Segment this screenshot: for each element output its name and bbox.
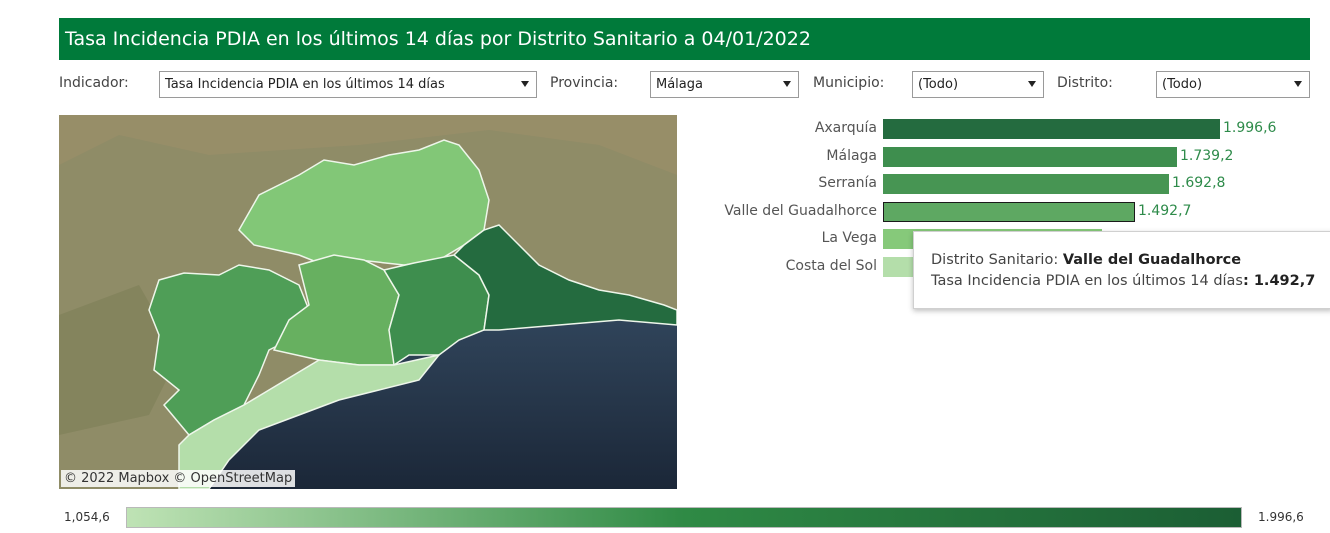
bar-value-label: 1.996,6 xyxy=(1223,120,1277,136)
region-axarquia[interactable] xyxy=(452,224,677,331)
indicador-label: Indicador: xyxy=(59,75,129,91)
legend-max: 1.996,6 xyxy=(1258,510,1304,524)
municipio-value: (Todo) xyxy=(918,77,959,92)
bar-label[interactable]: Axarquía xyxy=(814,120,877,136)
bar-label[interactable]: Serranía xyxy=(818,175,877,191)
bar-label[interactable]: La Vega xyxy=(821,230,877,246)
page-title: Tasa Incidencia PDIA en los últimos 14 d… xyxy=(59,18,1310,60)
region-costa-del-sol[interactable] xyxy=(178,353,441,489)
tooltip-line-rate: Tasa Incidencia PDIA en los últimos 14 d… xyxy=(931,271,1330,292)
map-sea xyxy=(189,320,677,489)
map-attribution[interactable]: © 2022 Mapbox © OpenStreetMap xyxy=(61,470,296,487)
chevron-down-icon xyxy=(783,81,791,87)
indicador-select[interactable]: Tasa Incidencia PDIA en los últimos 14 d… xyxy=(159,71,537,98)
bar[interactable] xyxy=(883,174,1169,194)
bar-value-label: 1.739,2 xyxy=(1180,147,1234,164)
bar[interactable] xyxy=(883,119,1220,139)
chevron-down-icon xyxy=(1028,81,1036,87)
legend-min: 1,054,6 xyxy=(64,510,110,524)
tooltip-line-district: Distrito Sanitario: Valle del Guadalhorc… xyxy=(931,250,1330,271)
tooltip-district-value: Valle del Guadalhorce xyxy=(1062,252,1242,268)
bar-label[interactable]: Costa del Sol xyxy=(785,257,877,274)
tooltip: Distrito Sanitario: Valle del Guadalhorc… xyxy=(913,231,1330,309)
region-serrania[interactable] xyxy=(148,264,310,436)
bar-label[interactable]: Valle del Guadalhorce xyxy=(724,202,877,219)
municipio-select[interactable]: (Todo) xyxy=(912,71,1044,98)
bar[interactable] xyxy=(883,201,1135,222)
provincia-select[interactable]: Málaga xyxy=(650,71,799,98)
provincia-value: Málaga xyxy=(656,77,703,92)
bar-label[interactable]: Málaga xyxy=(826,147,877,164)
bar-value-label: 1.492,7 xyxy=(1138,202,1192,219)
chevron-down-icon xyxy=(1294,81,1302,87)
chevron-down-icon xyxy=(521,81,529,87)
tooltip-rate-label: Tasa Incidencia PDIA en los últimos 14 d… xyxy=(931,273,1243,289)
provincia-label: Provincia: xyxy=(550,75,619,91)
bar-value-label: 1.692,8 xyxy=(1172,175,1226,191)
map-svg xyxy=(59,115,677,489)
distrito-value: (Todo) xyxy=(1162,77,1203,92)
tooltip-rate-value: : 1.492,7 xyxy=(1243,273,1316,289)
map-area[interactable]: © 2022 Mapbox © OpenStreetMap xyxy=(59,115,677,489)
color-legend-bar xyxy=(126,507,1242,528)
municipio-label: Municipio: xyxy=(813,75,885,91)
distrito-select[interactable]: (Todo) xyxy=(1156,71,1310,98)
indicador-value: Tasa Incidencia PDIA en los últimos 14 d… xyxy=(165,77,445,92)
tooltip-district-label: Distrito Sanitario: xyxy=(931,252,1063,268)
bar[interactable] xyxy=(883,146,1177,167)
distrito-label: Distrito: xyxy=(1057,75,1113,91)
